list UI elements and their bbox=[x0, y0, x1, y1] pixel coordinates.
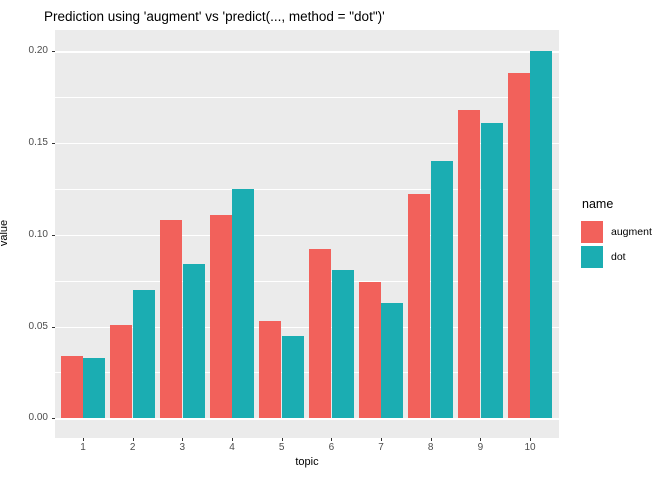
major-gridline bbox=[55, 142, 559, 145]
y-tick-label: 0.10 bbox=[28, 228, 48, 240]
legend-key-swatch bbox=[581, 246, 603, 268]
chart-title: Prediction using 'augment' vs 'predict(.… bbox=[44, 9, 385, 24]
bar-dot-topic-7 bbox=[381, 302, 404, 419]
legend-entry-dot: dot bbox=[581, 246, 671, 268]
x-tick-label: 6 bbox=[328, 442, 335, 453]
minor-gridline bbox=[55, 372, 559, 374]
bar-dot-topic-9 bbox=[480, 122, 503, 419]
x-tick-label: 5 bbox=[278, 442, 285, 453]
x-tick-label: 2 bbox=[129, 442, 136, 453]
minor-gridline bbox=[55, 280, 559, 282]
bar-dot-topic-3 bbox=[182, 264, 205, 419]
minor-gridline bbox=[55, 97, 559, 98]
x-tick-mark bbox=[480, 438, 482, 441]
minor-gridline bbox=[55, 188, 559, 190]
bar-dot-topic-8 bbox=[430, 161, 453, 419]
x-tick-mark bbox=[430, 438, 432, 441]
x-tick-label: 3 bbox=[179, 442, 186, 453]
bar-augment-topic-8 bbox=[408, 194, 431, 419]
x-tick-label: 4 bbox=[229, 442, 235, 453]
legend-entry-augment: augment bbox=[581, 221, 671, 243]
bar-augment-topic-9 bbox=[458, 109, 481, 419]
x-tick-label: 9 bbox=[477, 442, 484, 453]
bar-dot-topic-4 bbox=[232, 188, 255, 419]
bar-augment-topic-6 bbox=[309, 249, 332, 419]
x-tick-label: 7 bbox=[378, 442, 384, 453]
x-tick-mark bbox=[232, 438, 233, 441]
x-tick-mark bbox=[281, 438, 283, 441]
x-tick-mark bbox=[83, 438, 84, 441]
major-gridline bbox=[55, 234, 559, 237]
bar-augment-topic-1 bbox=[60, 355, 83, 419]
x-axis-title: topic bbox=[295, 456, 319, 468]
bar-dot-topic-5 bbox=[281, 335, 304, 419]
major-gridline bbox=[55, 51, 559, 53]
y-tick-mark bbox=[52, 142, 55, 144]
x-tick-mark bbox=[182, 438, 184, 441]
plot-panel bbox=[55, 30, 559, 438]
bar-dot-topic-1 bbox=[83, 357, 106, 419]
bar-augment-topic-7 bbox=[358, 282, 381, 419]
bar-dot-topic-10 bbox=[530, 51, 553, 419]
y-tick-mark bbox=[52, 234, 55, 236]
bar-augment-topic-4 bbox=[209, 214, 232, 419]
y-tick-mark bbox=[52, 418, 55, 420]
x-tick-label: 1 bbox=[80, 442, 86, 453]
x-tick-label: 8 bbox=[427, 442, 434, 453]
x-tick-mark bbox=[381, 438, 383, 441]
bar-augment-topic-10 bbox=[507, 73, 530, 419]
y-tick-mark bbox=[52, 326, 55, 328]
major-gridline bbox=[55, 418, 559, 420]
y-tick-label: 0.15 bbox=[28, 136, 48, 148]
bar-augment-topic-3 bbox=[160, 220, 183, 419]
major-gridline bbox=[55, 326, 559, 328]
y-tick-label: 0.00 bbox=[28, 412, 48, 424]
bar-dot-topic-2 bbox=[132, 289, 155, 419]
bar-augment-topic-5 bbox=[259, 321, 282, 419]
x-tick-mark bbox=[132, 438, 134, 441]
y-tick-label: 0.20 bbox=[28, 45, 48, 57]
x-tick-label: 10 bbox=[524, 442, 536, 453]
legend-key-swatch bbox=[581, 221, 603, 243]
x-tick-mark bbox=[530, 438, 532, 441]
legend-label: dot bbox=[611, 251, 626, 263]
x-tick-mark bbox=[331, 438, 333, 441]
y-tick-label: 0.05 bbox=[28, 320, 48, 332]
y-tick-mark bbox=[52, 51, 55, 53]
legend-title: name bbox=[582, 197, 614, 211]
bar-dot-topic-6 bbox=[331, 269, 354, 419]
y-axis-title: value bbox=[0, 219, 10, 247]
bar-augment-topic-2 bbox=[110, 324, 133, 419]
legend-label: augment bbox=[611, 226, 652, 238]
legend: name augment dot bbox=[581, 197, 671, 271]
